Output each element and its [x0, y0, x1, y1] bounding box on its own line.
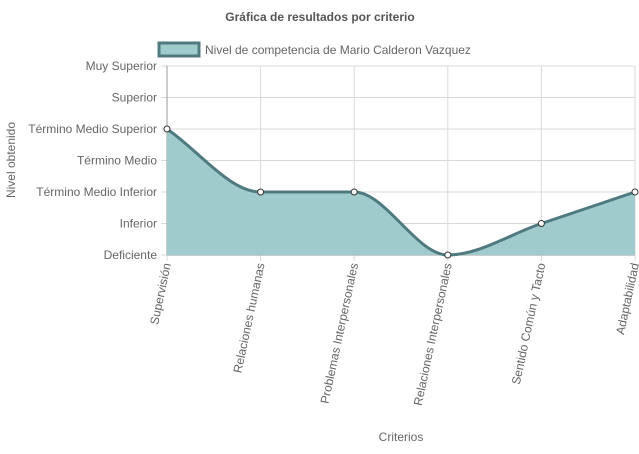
data-point: [631, 188, 639, 196]
data-point: [350, 188, 358, 196]
y-tick-label: Inferior: [120, 217, 157, 231]
x-tick-label: Relaciones humanas: [231, 262, 268, 375]
data-point: [537, 220, 545, 227]
x-tick-label: Sentido Común y Tacto: [509, 261, 549, 385]
chart-title: Gráfica de resultados por criterio: [225, 10, 414, 24]
series-area: [163, 125, 639, 259]
data-point: [257, 188, 265, 196]
y-tick-label: Deficiente: [104, 248, 158, 262]
data-point: [163, 125, 171, 133]
y-tick-label: Término Medio Superior: [28, 122, 157, 136]
legend[interactable]: Nivel de competencia de Mario Calderon V…: [157, 41, 471, 58]
data-point: [444, 251, 452, 259]
y-axis-ticks: Deficiente Inferior Término Medio Inferior…: [28, 59, 157, 262]
x-tick-label: Problemas Interpersonales: [318, 262, 362, 405]
x-tick-label: Relaciones Interpersonales: [411, 262, 455, 407]
x-axis-ticks: Supervisión Relaciones humanas Problemas I…: [147, 261, 639, 406]
legend-label: Nivel de competencia de Mario Calderon V…: [205, 43, 471, 57]
legend-swatch: [157, 41, 201, 58]
x-tick-label: Adaptabilidad: [613, 262, 639, 336]
y-tick-label: Término Medio Inferior: [36, 185, 157, 199]
y-tick-label: Término Medio: [77, 154, 157, 168]
x-tick-label: Supervisión: [147, 262, 174, 326]
y-axis-title: Nivel obtenido: [4, 122, 18, 198]
x-axis-title: Criterios: [379, 430, 424, 444]
y-tick-label: Superior: [112, 91, 157, 105]
series-area-fill: [167, 129, 635, 255]
y-tick-label: Muy Superior: [86, 59, 157, 73]
